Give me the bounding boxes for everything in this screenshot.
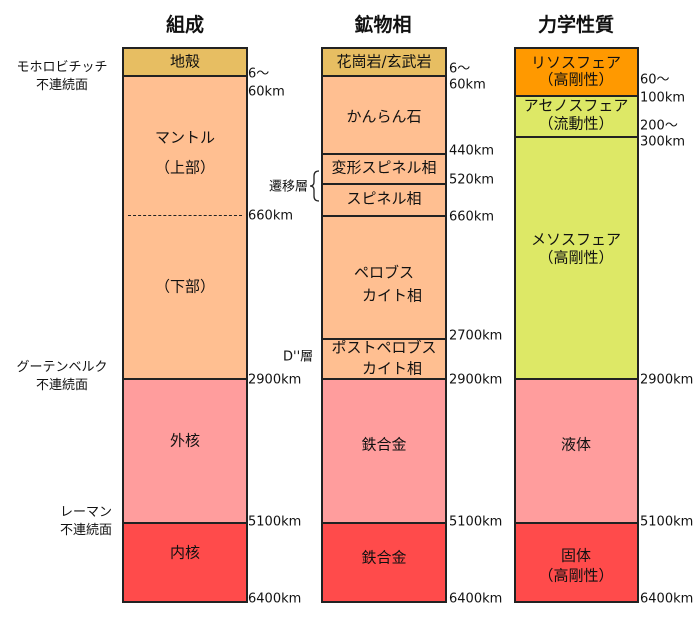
label-solid: 固体 xyxy=(560,546,592,565)
label-post-perovskite-1: ポストペロブス xyxy=(331,338,437,357)
layer-granite-basalt xyxy=(321,47,447,77)
label-lower: （下部） xyxy=(154,277,216,296)
layer-liquid xyxy=(514,378,639,524)
gutenberg-name: グーテンベルク xyxy=(16,360,108,375)
title-composition: 組成 xyxy=(165,14,205,36)
upper-lower-mantle-boundary xyxy=(128,215,242,216)
moho-discontinuity: モホロビチッチ 不連続面 xyxy=(16,59,107,95)
label-solid-sub: （高剛性） xyxy=(538,566,614,585)
label-perovskite-1: ペロブス xyxy=(353,263,415,282)
label-mantle: マントル xyxy=(154,128,216,147)
label-post-perovskite-2: カイト相 xyxy=(361,359,423,378)
lehmann-suffix: 不連続面 xyxy=(59,523,113,538)
layer-solid xyxy=(514,522,639,603)
layer-outer-core xyxy=(122,378,248,524)
depth-label: 660km xyxy=(449,209,495,225)
depth-label: 5100km xyxy=(640,514,694,530)
label-spinel: スピネル相 xyxy=(346,189,422,208)
label-upper: （上部） xyxy=(154,158,216,177)
gutenberg-discontinuity: グーテンベルク 不連続面 xyxy=(16,359,107,395)
label-iron-alloy-inner: 鉄合金 xyxy=(361,548,407,567)
title-mechanical-property: 力学性質 xyxy=(537,14,615,36)
depth-label: 2700km xyxy=(449,328,503,344)
layer-asthenosphere xyxy=(514,95,639,138)
label-granite-basalt: 花崗岩/玄武岩 xyxy=(336,52,432,71)
layer-inner-core xyxy=(122,522,248,603)
depth-label: 6～ xyxy=(248,66,270,82)
label-asthenosphere-sub: （流動性） xyxy=(538,114,614,133)
d-double-prime-layer-label: D''層 xyxy=(283,349,314,365)
depth-label: 60km xyxy=(248,84,285,100)
label-modified-spinel: 変形スピネル相 xyxy=(331,158,437,177)
label-lithosphere: リソスフェア xyxy=(530,53,622,72)
label-iron-alloy-outer: 鉄合金 xyxy=(361,435,407,454)
depth-label: 440km xyxy=(449,143,495,159)
label-lithosphere-sub: （高剛性） xyxy=(538,70,614,89)
lehmann-discontinuity: レーマン 不連続面 xyxy=(60,504,112,540)
label-mesosphere: メソスフェア xyxy=(530,230,622,249)
label-perovskite-2: カイト相 xyxy=(361,286,423,305)
depth-label: 520km xyxy=(449,172,495,188)
transition-zone-label: 遷移層 xyxy=(269,179,309,195)
depth-label: 200～ xyxy=(640,118,678,134)
label-liquid: 液体 xyxy=(560,435,592,454)
depth-label: 6400km xyxy=(248,591,302,607)
layer-post-perovskite xyxy=(321,338,447,380)
depth-label: 2900km xyxy=(640,372,694,388)
brace-icon xyxy=(309,170,320,202)
depth-label: 6400km xyxy=(449,591,503,607)
label-mesosphere-sub: （高剛性） xyxy=(538,248,614,267)
moho-name: モホロビチッチ xyxy=(16,60,108,75)
depth-label: 2900km xyxy=(449,372,503,388)
depth-label: 60km xyxy=(449,77,486,93)
layer-iron-alloy-outer xyxy=(321,378,447,524)
label-crust: 地殻 xyxy=(169,52,201,71)
depth-label: 100km xyxy=(640,90,686,106)
label-asthenosphere: アセノスフェア xyxy=(523,96,629,115)
depth-label: 5100km xyxy=(248,514,302,530)
depth-label: 6400km xyxy=(640,591,694,607)
depth-label: 660km xyxy=(248,208,294,224)
depth-label: 2900km xyxy=(248,372,302,388)
layer-iron-alloy-inner xyxy=(321,522,447,603)
layer-modified-spinel xyxy=(321,153,447,185)
depth-label: 60～ xyxy=(640,72,670,88)
depth-label: 6～ xyxy=(449,61,471,77)
lehmann-name: レーマン xyxy=(59,505,113,520)
layer-perovskite xyxy=(321,215,447,340)
title-mineral-phase: 鉱物相 xyxy=(354,14,412,36)
gutenberg-suffix: 不連続面 xyxy=(35,378,89,393)
moho-suffix: 不連続面 xyxy=(35,78,89,93)
layer-mesosphere xyxy=(514,136,639,380)
label-olivine: かんらん石 xyxy=(346,107,422,126)
depth-label: 5100km xyxy=(449,514,503,530)
layer-mantle xyxy=(122,75,248,380)
label-inner-core: 内核 xyxy=(169,543,201,562)
depth-label: 300km xyxy=(640,134,686,150)
label-outer-core: 外核 xyxy=(169,431,201,450)
